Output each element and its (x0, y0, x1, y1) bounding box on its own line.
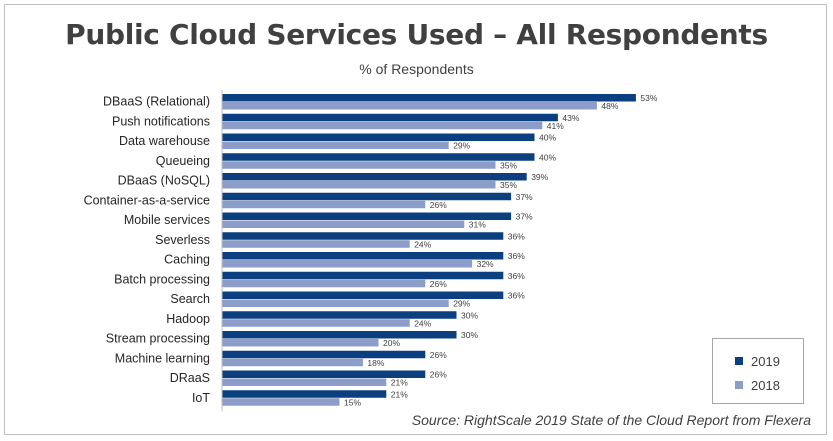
category-label: Push notifications (112, 114, 210, 128)
data-label-2018: 35% (500, 160, 517, 170)
data-label-2018: 24% (414, 318, 431, 328)
data-label-2019: 40% (539, 152, 556, 162)
data-label-2018: 48% (601, 101, 618, 111)
category-label: Mobile services (124, 213, 210, 227)
data-label-2018: 35% (500, 180, 517, 190)
chart-subtitle: % of Respondents (359, 61, 474, 77)
data-label-2019: 36% (508, 231, 525, 241)
bar-2018 (222, 161, 496, 169)
data-label-2018: 24% (414, 239, 431, 249)
data-label-2018: 21% (391, 378, 408, 388)
bar-2018 (222, 398, 340, 406)
category-label: Hadoop (166, 312, 210, 326)
bar-2018 (222, 121, 543, 130)
data-label-2018: 26% (430, 279, 447, 289)
category-label: Batch processing (114, 272, 210, 286)
bar-2018 (222, 141, 449, 149)
category-label: DBaaS (Relational) (103, 95, 210, 109)
bar-2018 (222, 339, 379, 347)
data-label-2019: 26% (430, 370, 447, 380)
legend-item-2019: 2019 (735, 353, 780, 369)
bar-2018 (222, 299, 449, 307)
bar-2019 (222, 271, 504, 280)
data-label-2018: 32% (477, 259, 494, 269)
bar-2018 (222, 240, 410, 248)
category-label: IoT (192, 391, 210, 405)
data-label-2018: 18% (367, 358, 384, 368)
bar-2019 (222, 173, 527, 181)
bar-2019 (222, 350, 426, 359)
category-label: Queueing (156, 154, 210, 168)
category-label: Caching (164, 253, 210, 267)
data-label-2018: 29% (453, 141, 470, 151)
category-label: Stream processing (106, 332, 210, 346)
category-label: Container-as-a-service (84, 193, 210, 207)
data-label-2019: 26% (430, 350, 447, 360)
data-label-2019: 37% (516, 192, 533, 202)
data-label-2018: 29% (453, 299, 470, 309)
bar-2019 (222, 212, 512, 220)
category-label: DBaaS (NoSQL) (118, 174, 210, 188)
data-label-2019: 36% (508, 271, 525, 281)
data-label-2018: 26% (430, 200, 447, 210)
bar-2018 (222, 102, 597, 110)
bar-2018 (222, 220, 465, 228)
category-label: Severless (155, 233, 210, 247)
bar-2018 (222, 200, 426, 209)
data-label-2019: 36% (508, 251, 525, 261)
data-label-2019: 30% (461, 310, 478, 320)
bar-2019 (222, 133, 535, 141)
bar-2019 (222, 192, 512, 201)
category-label: Machine learning (115, 351, 210, 365)
data-label-2018: 20% (383, 338, 400, 348)
data-label-2018: 41% (547, 121, 564, 131)
category-label: Search (170, 292, 210, 306)
chart-legend: 2019 2018 (712, 338, 804, 404)
bar-2019 (222, 331, 457, 339)
bar-2019 (222, 370, 426, 378)
data-label-2018: 31% (469, 220, 486, 230)
bar-2019 (222, 311, 457, 319)
legend-swatch-2019 (735, 357, 743, 365)
data-label-2019: 21% (391, 389, 408, 399)
bar-2018 (222, 378, 387, 386)
chart-title: Public Cloud Services Used – All Respond… (65, 18, 768, 51)
bar-2019 (222, 390, 387, 398)
bar-2018 (222, 358, 363, 367)
legend-swatch-2018 (735, 381, 743, 389)
bar-2018 (222, 279, 426, 288)
legend-label-2019: 2019 (751, 353, 780, 369)
chart-source: Source: RightScale 2019 State of the Clo… (411, 412, 811, 428)
data-label-2019: 36% (508, 291, 525, 301)
data-label-2019: 30% (461, 330, 478, 340)
category-label: Data warehouse (119, 134, 210, 148)
bar-2018 (222, 319, 410, 327)
data-label-2019: 53% (640, 93, 657, 103)
data-label-2019: 39% (531, 172, 548, 182)
data-label-2019: 43% (562, 113, 579, 123)
category-label: DRaaS (170, 371, 210, 385)
bar-2018 (222, 181, 496, 189)
legend-item-2018: 2018 (735, 377, 780, 393)
data-label-2018: 15% (344, 397, 361, 407)
bar-2019 (222, 232, 504, 240)
bar-2018 (222, 260, 473, 268)
bar-2019 (222, 252, 504, 260)
data-label-2019: 37% (516, 212, 533, 222)
legend-label-2018: 2018 (751, 377, 780, 393)
bar-2019 (222, 113, 558, 122)
bar-2019 (222, 94, 636, 102)
data-label-2019: 40% (539, 133, 556, 143)
bar-2019 (222, 153, 535, 161)
bar-2019 (222, 291, 504, 299)
